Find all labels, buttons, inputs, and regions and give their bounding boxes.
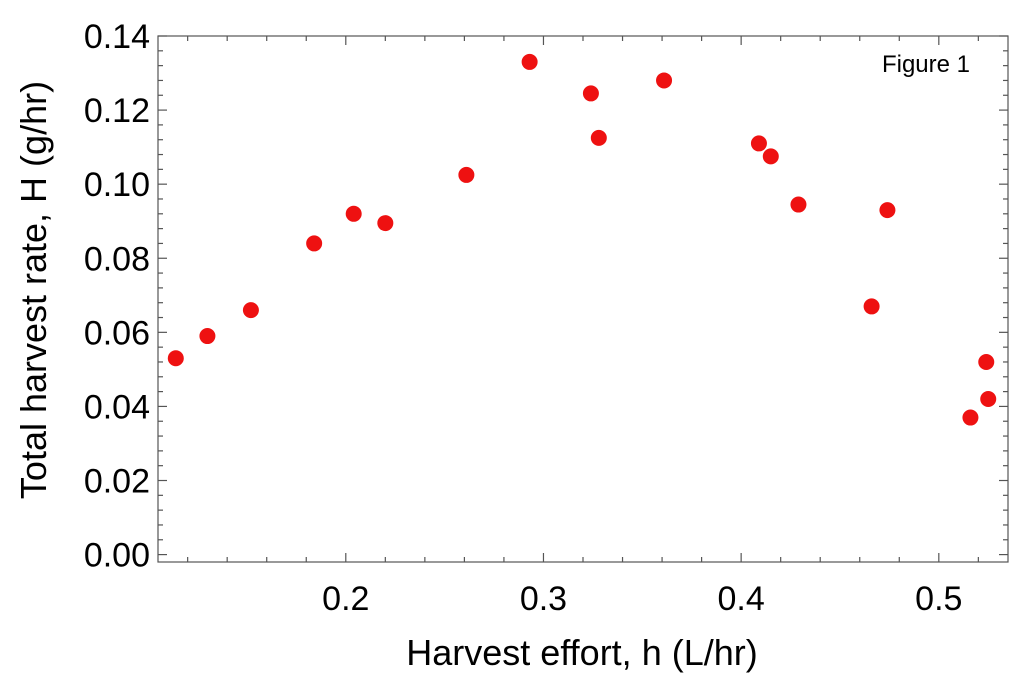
data-point	[656, 72, 673, 89]
figure-annotation: Figure 1	[882, 51, 970, 78]
data-point	[590, 129, 607, 146]
data-point	[242, 302, 259, 319]
y-tick-label: 0.08	[84, 240, 150, 278]
axis-ticks	[158, 35, 1008, 562]
plot-frame	[157, 35, 1009, 563]
data-point	[790, 196, 807, 213]
data-point	[199, 328, 216, 345]
x-tick-labels: 0.2 0.3 0.4 0.5	[322, 580, 962, 618]
data-point	[306, 235, 323, 252]
data-point	[458, 166, 475, 183]
y-tick-labels: 0.00 0.02 0.04 0.06 0.08 0.10 0.12 0.14	[84, 18, 150, 575]
x-axis-label: Harvest effort, h (L/hr)	[406, 632, 757, 673]
data-point	[762, 148, 779, 165]
y-tick-label: 0.10	[84, 166, 150, 204]
data-point	[879, 202, 896, 219]
data-point	[377, 215, 394, 232]
y-tick-label: 0.02	[84, 463, 150, 501]
data-point	[167, 350, 184, 367]
data-point	[345, 205, 362, 222]
x-tick-label: 0.3	[520, 580, 567, 618]
y-axis-label: Total harvest rate, H (g/hr)	[13, 81, 54, 499]
data-point	[582, 85, 599, 102]
y-tick-label: 0.04	[84, 388, 150, 426]
y-tick-label: 0.06	[84, 314, 150, 352]
y-tick-label: 0.00	[84, 537, 150, 575]
data-point	[750, 135, 767, 152]
data-point	[978, 353, 995, 370]
data-point	[980, 391, 997, 408]
y-tick-label: 0.14	[84, 18, 150, 56]
data-points	[167, 53, 997, 426]
x-tick-label: 0.5	[915, 580, 962, 618]
data-point	[863, 298, 880, 315]
data-point	[521, 53, 538, 70]
y-tick-label: 0.12	[84, 92, 150, 130]
x-tick-label: 0.4	[718, 580, 765, 618]
data-point	[962, 409, 979, 426]
x-tick-label: 0.2	[322, 580, 369, 618]
plot-area-border	[157, 35, 1009, 563]
